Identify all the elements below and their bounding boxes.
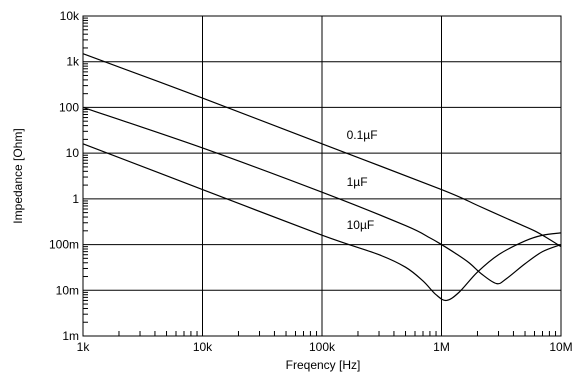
series-label-1: 1µF xyxy=(347,175,368,189)
minor-ticks xyxy=(83,17,557,336)
x-tick-label: 1M xyxy=(433,340,450,354)
y-axis-title: Impedance [Ohm] xyxy=(11,128,25,223)
y-tick-label: 1 xyxy=(72,192,79,206)
y-tick-label: 10k xyxy=(60,9,80,23)
x-tick-label: 10k xyxy=(193,340,213,354)
x-tick-label: 10M xyxy=(549,340,572,354)
plot-frame xyxy=(82,15,562,337)
y-tick-label: 1k xyxy=(66,55,80,69)
y-tick-label: 100 xyxy=(59,100,79,114)
x-tick-label: 100k xyxy=(309,340,336,354)
y-tick-label: 100m xyxy=(49,238,79,252)
series-lines xyxy=(82,53,562,302)
y-tick-label: 10 xyxy=(66,146,80,160)
x-axis-title: Freqency [Hz] xyxy=(286,358,361,372)
x-tick-label: 1k xyxy=(77,340,91,354)
y-tick-label: 1m xyxy=(62,329,79,343)
series-line-2 xyxy=(82,143,562,302)
series-labels: 0.1µF 1µF 10µF xyxy=(347,128,378,232)
y-tick-labels: 10k 1k 100 10 1 100m 10m 1m xyxy=(49,9,80,343)
x-tick-labels: 1k 10k 100k 1M 10M xyxy=(77,340,573,354)
series-label-0: 0.1µF xyxy=(347,128,378,142)
grid xyxy=(82,15,562,337)
series-line-1 xyxy=(82,106,562,285)
series-label-2: 10µF xyxy=(347,218,375,232)
y-tick-label: 10m xyxy=(56,283,79,297)
